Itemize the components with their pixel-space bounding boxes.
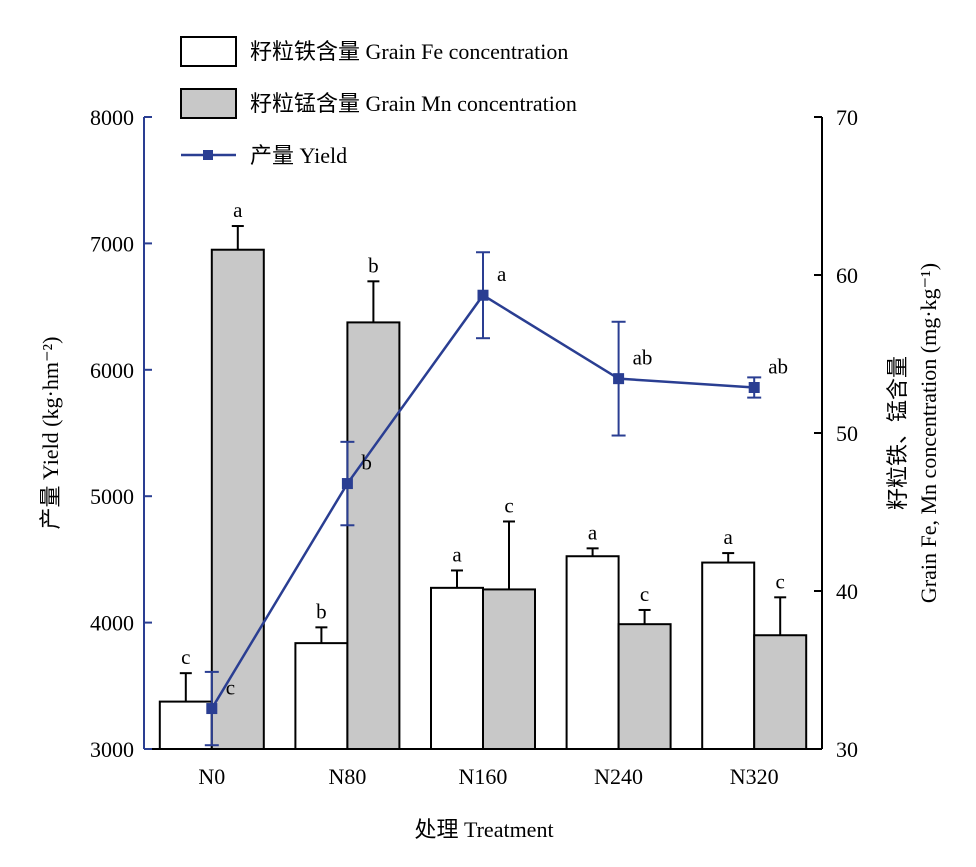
x-tick-label-N160: N160	[459, 764, 508, 789]
fe-sig-label-N80: b	[316, 599, 327, 623]
mn-bar-N240	[617, 623, 672, 750]
x-axis-title: 处理 Treatment	[414, 817, 553, 842]
yield-marker-N160	[477, 289, 489, 301]
fe-sig-label-N160: a	[452, 542, 462, 566]
legend-mn-swatch	[180, 88, 237, 119]
legend-yield-label: 产量 Yield	[250, 143, 347, 168]
right-y-axis-title-line1: 籽粒铁、锰含量	[885, 356, 910, 510]
legend-fe-swatch	[180, 36, 237, 67]
yield-marker-N0	[206, 703, 218, 715]
left-y-tick-label-3000: 3000	[90, 737, 134, 762]
left-y-tick-label-5000: 5000	[90, 484, 134, 509]
fe-bar-N240	[565, 555, 620, 750]
mn-bar-N0	[210, 248, 265, 750]
yield-marker-N320	[748, 381, 760, 393]
right-y-tick-label-50: 50	[836, 421, 858, 446]
yield-sig-label-N0: c	[226, 676, 235, 700]
yield-marker-N80	[341, 478, 353, 490]
x-tick-label-N80: N80	[328, 764, 366, 789]
fe-bar-N160	[430, 586, 484, 751]
yield-sig-label-N80: b	[361, 451, 372, 475]
mn-sig-label-N240: c	[640, 582, 649, 606]
legend-mn-label: 籽粒锰含量 Grain Mn concentration	[250, 91, 577, 116]
left-y-tick-label-7000: 7000	[90, 231, 134, 256]
fe-bar-N80	[294, 642, 349, 751]
mn-sig-label-N320: c	[776, 569, 785, 593]
right-y-tick-label-70: 70	[836, 105, 858, 130]
x-tick-label-N0: N0	[198, 764, 225, 789]
yield-sig-label-N160: a	[497, 262, 507, 286]
mn-sig-label-N0: a	[233, 198, 243, 222]
mn-sig-label-N160: c	[504, 493, 513, 517]
mn-bar-N80	[346, 321, 401, 750]
yield-marker-N240	[613, 373, 625, 385]
legend-yield-marker	[203, 150, 213, 160]
fe-bar-N0	[158, 700, 213, 750]
mn-bar-N160	[482, 588, 536, 750]
yield-line-layer	[204, 251, 762, 747]
left-y-axis-title: 产量 Yield (kg·hm⁻²)	[38, 337, 63, 530]
yield-sig-label-N240: ab	[633, 346, 653, 370]
right-y-tick-label-30: 30	[836, 737, 858, 762]
left-y-tick-label-8000: 8000	[90, 105, 134, 130]
right-y-tick-label-60: 60	[836, 263, 858, 288]
mn-sig-label-N80: b	[368, 253, 379, 277]
mn-bar-N320	[753, 634, 808, 750]
yield-sig-label-N320: ab	[768, 354, 788, 378]
x-tick-label-N240: N240	[594, 764, 643, 789]
fe-sig-label-N0: c	[181, 645, 190, 669]
right-y-axis-title-line2: Grain Fe, Mn concentration (mg·kg⁻¹)	[916, 263, 941, 603]
fe-sig-label-N320: a	[724, 525, 734, 549]
fe-sig-label-N240: a	[588, 520, 598, 544]
right-y-tick-label-40: 40	[836, 579, 858, 604]
left-y-tick-label-6000: 6000	[90, 358, 134, 383]
x-tick-label-N320: N320	[730, 764, 779, 789]
legend-fe-label: 籽粒铁含量 Grain Fe concentration	[250, 39, 568, 64]
left-y-tick-label-4000: 4000	[90, 611, 134, 636]
fe-bar-N320	[701, 561, 756, 750]
axes-layer: 3000 4000 5000 6000 7000 8000 30 40 50 60 70 N0 N80 N…	[90, 105, 858, 789]
legend: 籽粒铁含量 Grain Fe concentration 籽粒锰含量 Grain…	[180, 36, 577, 168]
